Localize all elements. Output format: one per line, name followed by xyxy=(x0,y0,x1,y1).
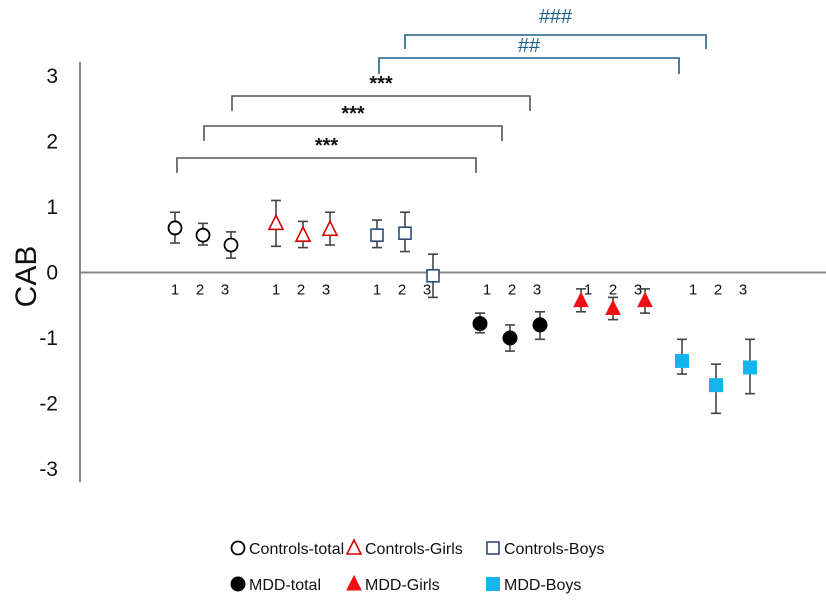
timepoint-label: 1 xyxy=(689,282,697,299)
legend-item: Controls-Girls xyxy=(345,538,463,558)
timepoint-label: 2 xyxy=(196,282,204,299)
timepoint-label: 3 xyxy=(739,282,747,299)
data-point xyxy=(267,213,285,231)
series-controls-boys xyxy=(370,211,440,299)
significance-bracket: ### xyxy=(404,6,707,49)
legend-label: Controls-total xyxy=(249,541,344,558)
axes xyxy=(79,62,826,482)
y-tick-label: -1 xyxy=(39,327,58,350)
data-point xyxy=(605,299,621,316)
series-controls-girls xyxy=(267,199,339,249)
data-point xyxy=(195,227,211,243)
timepoint-label: 1 xyxy=(373,282,381,299)
timepoint-label: 2 xyxy=(398,282,406,299)
legend-label: MDD-Girls xyxy=(365,577,440,594)
data-point xyxy=(472,316,488,332)
data-point xyxy=(167,220,183,236)
series-mdd-girls xyxy=(573,288,653,321)
legend-item: Controls-total xyxy=(230,540,344,558)
timepoint-label: 2 xyxy=(609,282,617,299)
significance-label: *** xyxy=(369,73,393,95)
data-series xyxy=(167,199,757,415)
data-point xyxy=(294,225,312,242)
data-point xyxy=(743,360,757,375)
y-axis-ticks: 3 2 1 0 -1 -2 -3 xyxy=(39,65,58,481)
series-mdd-boys xyxy=(675,338,757,415)
timepoint-label: 1 xyxy=(272,282,280,299)
y-tick-label: 0 xyxy=(46,262,58,285)
y-tick-label: -3 xyxy=(39,458,58,481)
significance-bracket: *** xyxy=(176,135,477,173)
timepoint-label: 2 xyxy=(714,282,722,299)
y-axis-label: CAB xyxy=(10,246,43,308)
data-point xyxy=(502,330,518,346)
series-mdd-total xyxy=(472,310,548,352)
significance-label: *** xyxy=(341,103,365,125)
significance-bracket: *** xyxy=(203,103,503,141)
timepoint-label: 3 xyxy=(221,282,229,299)
significance-label: ## xyxy=(518,35,541,57)
legend-marker xyxy=(486,541,500,555)
data-point xyxy=(321,219,339,237)
legend-marker xyxy=(230,576,246,592)
legend-marker xyxy=(230,540,246,556)
significance-label: *** xyxy=(315,135,339,157)
legend-marker xyxy=(486,577,500,591)
data-point xyxy=(637,291,653,308)
significance-brackets: *********##### xyxy=(176,6,707,173)
legend-label: Controls-Girls xyxy=(365,541,463,558)
data-point xyxy=(223,237,239,253)
significance-label: ### xyxy=(539,6,573,28)
data-point xyxy=(709,378,723,393)
y-tick-label: 1 xyxy=(46,196,58,219)
data-point xyxy=(398,226,412,240)
timepoint-label: 3 xyxy=(322,282,330,299)
legend: Controls-total Controls-Girls Controls-Boy… xyxy=(230,538,604,594)
legend-marker xyxy=(346,574,362,591)
legend-item: Controls-Boys xyxy=(486,541,604,558)
timepoint-label: 3 xyxy=(423,282,431,299)
legend-label: Controls-Boys xyxy=(504,541,604,558)
timepoint-label: 3 xyxy=(533,282,541,299)
timepoint-label: 2 xyxy=(297,282,305,299)
data-point xyxy=(675,353,689,368)
legend-item: MDD-Boys xyxy=(486,577,581,594)
timepoint-label: 1 xyxy=(584,282,592,299)
data-point xyxy=(573,291,589,308)
y-tick-label: 2 xyxy=(46,131,58,154)
significance-bracket: ## xyxy=(378,35,680,74)
data-point xyxy=(370,228,384,242)
legend-marker xyxy=(345,538,363,555)
timepoint-label: 1 xyxy=(483,282,491,299)
timepoint-label: 3 xyxy=(634,282,642,299)
series-controls-total xyxy=(167,211,239,259)
legend-label: MDD-Boys xyxy=(504,577,581,594)
legend-label: MDD-total xyxy=(249,577,321,594)
significance-bracket: *** xyxy=(231,73,531,111)
timepoint-label: 1 xyxy=(171,282,179,299)
timepoint-label: 2 xyxy=(508,282,516,299)
data-point xyxy=(532,317,548,333)
legend-item: MDD-total xyxy=(230,576,321,594)
y-tick-label: 3 xyxy=(46,65,58,88)
legend-item: MDD-Girls xyxy=(346,574,440,594)
data-point xyxy=(426,268,440,283)
y-tick-label: -2 xyxy=(39,393,58,416)
